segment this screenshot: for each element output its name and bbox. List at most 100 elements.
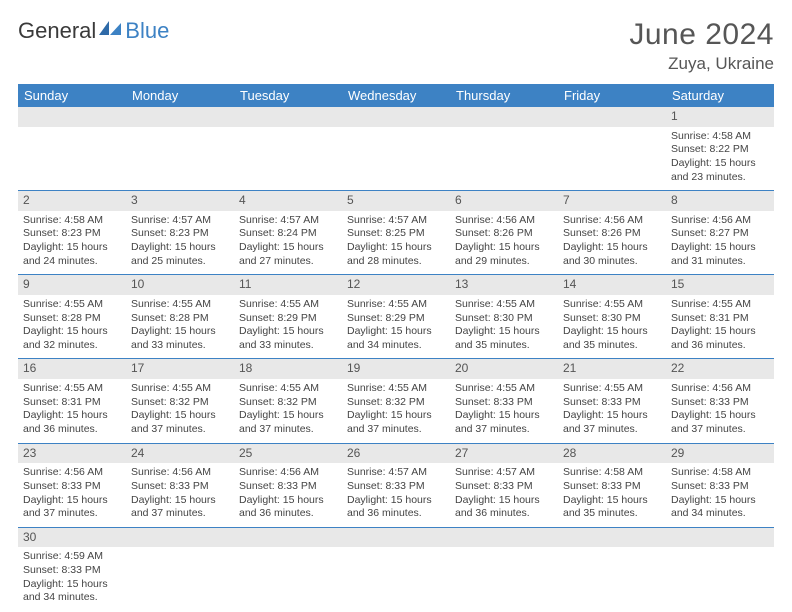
sunset-text: Sunset: 8:33 PM	[671, 396, 769, 410]
sunrise-text: Sunrise: 4:57 AM	[455, 466, 553, 480]
sunset-text: Sunset: 8:26 PM	[455, 227, 553, 241]
daynum-row: 16171819202122	[18, 359, 774, 379]
day-number	[450, 107, 558, 127]
sunset-text: Sunset: 8:22 PM	[671, 143, 769, 157]
day-header-row: Sunday Monday Tuesday Wednesday Thursday…	[18, 84, 774, 107]
location-label: Zuya, Ukraine	[629, 54, 774, 74]
daylight-line2: and 35 minutes.	[563, 507, 661, 521]
sunrise-text: Sunrise: 4:55 AM	[455, 382, 553, 396]
dayhead-fri: Friday	[558, 84, 666, 107]
day-content-row: Sunrise: 4:56 AMSunset: 8:33 PMDaylight:…	[18, 463, 774, 527]
daylight-line1: Daylight: 15 hours	[347, 409, 445, 423]
dayhead-sun: Sunday	[18, 84, 126, 107]
day-cell	[342, 547, 450, 611]
day-number: 15	[666, 275, 774, 295]
calendar-body: 1 Sunrise: 4:58 AMSunset: 8:22 PMDayligh…	[18, 107, 774, 611]
day-number	[558, 107, 666, 127]
sunrise-text: Sunrise: 4:58 AM	[563, 466, 661, 480]
day-cell: Sunrise: 4:57 AMSunset: 8:24 PMDaylight:…	[234, 211, 342, 275]
sunset-text: Sunset: 8:33 PM	[131, 480, 229, 494]
sunrise-text: Sunrise: 4:55 AM	[239, 298, 337, 312]
day-number	[666, 527, 774, 547]
daylight-line2: and 29 minutes.	[455, 255, 553, 269]
calendar-table: Sunday Monday Tuesday Wednesday Thursday…	[18, 84, 774, 611]
day-cell: Sunrise: 4:55 AMSunset: 8:30 PMDaylight:…	[450, 295, 558, 359]
sunset-text: Sunset: 8:31 PM	[23, 396, 121, 410]
day-cell	[558, 127, 666, 191]
daylight-line1: Daylight: 15 hours	[131, 325, 229, 339]
day-number: 26	[342, 443, 450, 463]
day-cell: Sunrise: 4:58 AMSunset: 8:33 PMDaylight:…	[666, 463, 774, 527]
sunrise-text: Sunrise: 4:58 AM	[671, 466, 769, 480]
day-number: 6	[450, 191, 558, 211]
day-number	[558, 527, 666, 547]
day-number: 20	[450, 359, 558, 379]
brand-name-part2: Blue	[125, 18, 169, 43]
sunset-text: Sunset: 8:33 PM	[347, 480, 445, 494]
sunset-text: Sunset: 8:33 PM	[671, 480, 769, 494]
day-cell: Sunrise: 4:55 AMSunset: 8:31 PMDaylight:…	[18, 379, 126, 443]
day-cell	[18, 127, 126, 191]
daylight-line2: and 34 minutes.	[671, 507, 769, 521]
sunrise-text: Sunrise: 4:56 AM	[671, 214, 769, 228]
daylight-line1: Daylight: 15 hours	[239, 494, 337, 508]
dayhead-wed: Wednesday	[342, 84, 450, 107]
daylight-line1: Daylight: 15 hours	[563, 409, 661, 423]
day-number: 22	[666, 359, 774, 379]
day-number: 30	[18, 527, 126, 547]
sunrise-text: Sunrise: 4:57 AM	[347, 466, 445, 480]
daylight-line2: and 27 minutes.	[239, 255, 337, 269]
daylight-line1: Daylight: 15 hours	[131, 494, 229, 508]
daylight-line1: Daylight: 15 hours	[455, 241, 553, 255]
sunset-text: Sunset: 8:24 PM	[239, 227, 337, 241]
daylight-line1: Daylight: 15 hours	[347, 325, 445, 339]
sunrise-text: Sunrise: 4:58 AM	[23, 214, 121, 228]
daylight-line2: and 36 minutes.	[671, 339, 769, 353]
sunset-text: Sunset: 8:30 PM	[455, 312, 553, 326]
day-number: 21	[558, 359, 666, 379]
sunrise-text: Sunrise: 4:56 AM	[23, 466, 121, 480]
sunset-text: Sunset: 8:33 PM	[563, 480, 661, 494]
daylight-line1: Daylight: 15 hours	[671, 409, 769, 423]
sunset-text: Sunset: 8:28 PM	[23, 312, 121, 326]
day-number: 28	[558, 443, 666, 463]
day-number: 11	[234, 275, 342, 295]
day-number: 5	[342, 191, 450, 211]
daylight-line1: Daylight: 15 hours	[131, 409, 229, 423]
sunset-text: Sunset: 8:27 PM	[671, 227, 769, 241]
sunrise-text: Sunrise: 4:55 AM	[563, 382, 661, 396]
sunset-text: Sunset: 8:31 PM	[671, 312, 769, 326]
daylight-line1: Daylight: 15 hours	[23, 241, 121, 255]
daylight-line2: and 37 minutes.	[23, 507, 121, 521]
day-cell: Sunrise: 4:57 AMSunset: 8:23 PMDaylight:…	[126, 211, 234, 275]
day-content-row: Sunrise: 4:55 AMSunset: 8:31 PMDaylight:…	[18, 379, 774, 443]
day-cell: Sunrise: 4:56 AMSunset: 8:26 PMDaylight:…	[558, 211, 666, 275]
daylight-line1: Daylight: 15 hours	[239, 325, 337, 339]
daylight-line1: Daylight: 15 hours	[455, 325, 553, 339]
sunrise-text: Sunrise: 4:59 AM	[23, 550, 121, 564]
day-cell	[666, 547, 774, 611]
page-header: General Blue June 2024 Zuya, Ukraine	[18, 18, 774, 74]
day-number: 16	[18, 359, 126, 379]
daylight-line2: and 36 minutes.	[455, 507, 553, 521]
sunrise-text: Sunrise: 4:55 AM	[563, 298, 661, 312]
sunrise-text: Sunrise: 4:56 AM	[671, 382, 769, 396]
daylight-line1: Daylight: 15 hours	[131, 241, 229, 255]
day-cell	[126, 127, 234, 191]
day-cell: Sunrise: 4:55 AMSunset: 8:29 PMDaylight:…	[342, 295, 450, 359]
sunrise-text: Sunrise: 4:56 AM	[239, 466, 337, 480]
day-cell: Sunrise: 4:58 AMSunset: 8:22 PMDaylight:…	[666, 127, 774, 191]
sunrise-text: Sunrise: 4:57 AM	[347, 214, 445, 228]
day-content-row: Sunrise: 4:58 AMSunset: 8:22 PMDaylight:…	[18, 127, 774, 191]
day-cell: Sunrise: 4:55 AMSunset: 8:28 PMDaylight:…	[18, 295, 126, 359]
day-number	[18, 107, 126, 127]
day-cell: Sunrise: 4:55 AMSunset: 8:32 PMDaylight:…	[234, 379, 342, 443]
daylight-line2: and 37 minutes.	[347, 423, 445, 437]
sunrise-text: Sunrise: 4:55 AM	[23, 382, 121, 396]
daylight-line2: and 35 minutes.	[455, 339, 553, 353]
day-number	[126, 527, 234, 547]
daylight-line1: Daylight: 15 hours	[23, 494, 121, 508]
day-number: 25	[234, 443, 342, 463]
daylight-line2: and 37 minutes.	[563, 423, 661, 437]
daylight-line2: and 37 minutes.	[671, 423, 769, 437]
